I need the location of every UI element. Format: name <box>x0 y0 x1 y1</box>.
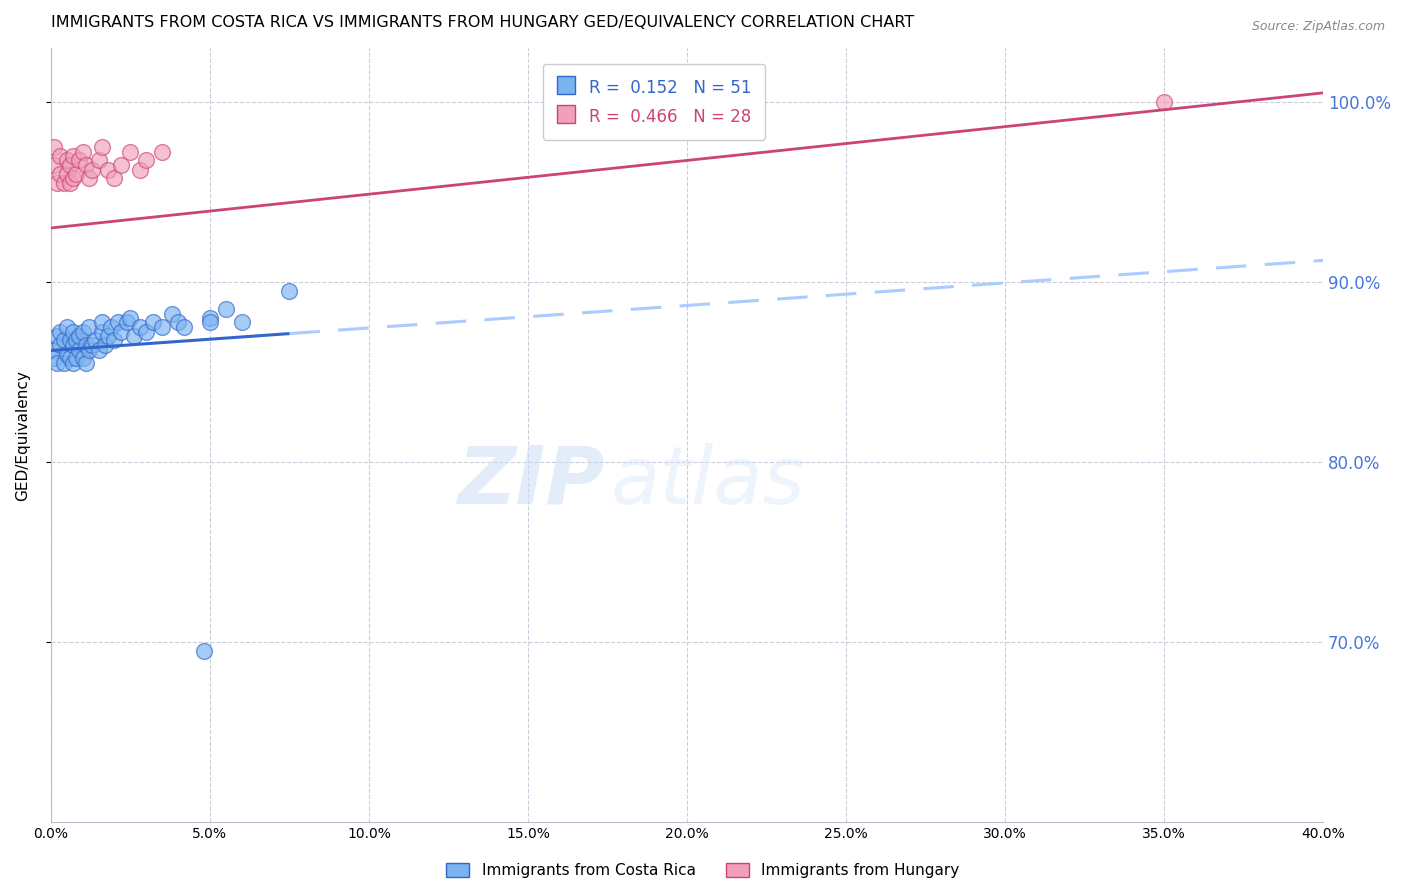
Point <box>46 176 69 190</box>
Point <box>49 149 72 163</box>
Point <box>100 320 122 334</box>
Point <box>72 351 94 365</box>
Point <box>59 158 82 172</box>
Point <box>52 176 75 190</box>
Point <box>55 347 77 361</box>
Point <box>52 333 75 347</box>
Point <box>82 338 104 352</box>
Point <box>150 145 173 160</box>
Point <box>103 170 125 185</box>
Text: atlas: atlas <box>610 442 806 521</box>
Point <box>90 315 112 329</box>
Point <box>72 326 94 340</box>
Point <box>77 170 100 185</box>
Point <box>72 145 94 160</box>
Point <box>59 176 82 190</box>
Point <box>62 326 84 340</box>
Point <box>77 320 100 334</box>
Point <box>62 149 84 163</box>
Point <box>62 356 84 370</box>
Point <box>55 167 77 181</box>
Point <box>198 315 221 329</box>
Legend: Immigrants from Costa Rica, Immigrants from Hungary: Immigrants from Costa Rica, Immigrants f… <box>440 857 966 884</box>
Point <box>69 153 91 167</box>
Point <box>49 338 72 352</box>
Point <box>69 343 91 358</box>
Point <box>128 320 150 334</box>
Text: ZIP: ZIP <box>457 442 605 521</box>
Point <box>75 158 97 172</box>
Point <box>82 163 104 178</box>
Point <box>42 351 65 365</box>
Point <box>120 145 142 160</box>
Point <box>278 284 301 298</box>
Point <box>167 315 190 329</box>
Point <box>110 326 132 340</box>
Point <box>42 343 65 358</box>
Point <box>128 163 150 178</box>
Y-axis label: GED/Equivalency: GED/Equivalency <box>15 369 30 500</box>
Point <box>77 343 100 358</box>
Point <box>135 326 157 340</box>
Point <box>62 170 84 185</box>
Point <box>173 320 195 334</box>
Point <box>49 167 72 181</box>
Point <box>55 153 77 167</box>
Point <box>59 333 82 347</box>
Point <box>62 338 84 352</box>
Point <box>42 140 65 154</box>
Point <box>198 311 221 326</box>
Point <box>59 351 82 365</box>
Point <box>46 329 69 343</box>
Point <box>110 158 132 172</box>
Point <box>75 338 97 352</box>
Point <box>160 308 183 322</box>
Point <box>135 153 157 167</box>
Text: Source: ZipAtlas.com: Source: ZipAtlas.com <box>1251 20 1385 33</box>
Point <box>42 158 65 172</box>
Point <box>65 351 87 365</box>
Point <box>97 163 120 178</box>
Point <box>52 356 75 370</box>
Point <box>46 356 69 370</box>
Point <box>65 167 87 181</box>
Point <box>120 311 142 326</box>
Point <box>90 326 112 340</box>
Point <box>103 333 125 347</box>
Point <box>87 153 110 167</box>
Point <box>150 320 173 334</box>
Point <box>1153 95 1175 109</box>
Point <box>97 329 120 343</box>
Text: IMMIGRANTS FROM COSTA RICA VS IMMIGRANTS FROM HUNGARY GED/EQUIVALENCY CORRELATIO: IMMIGRANTS FROM COSTA RICA VS IMMIGRANTS… <box>51 15 914 30</box>
Point <box>84 333 107 347</box>
Point <box>87 343 110 358</box>
Point <box>65 333 87 347</box>
Point <box>107 315 129 329</box>
Point <box>193 644 215 658</box>
Point <box>49 326 72 340</box>
Point <box>69 329 91 343</box>
Point <box>122 329 145 343</box>
Point <box>55 320 77 334</box>
Point <box>215 301 238 316</box>
Point <box>94 338 117 352</box>
Point <box>115 315 138 329</box>
Legend: R =  0.152   N = 51, R =  0.466   N = 28: R = 0.152 N = 51, R = 0.466 N = 28 <box>543 64 765 139</box>
Point <box>142 315 165 329</box>
Point <box>90 140 112 154</box>
Point <box>75 356 97 370</box>
Point <box>231 315 253 329</box>
